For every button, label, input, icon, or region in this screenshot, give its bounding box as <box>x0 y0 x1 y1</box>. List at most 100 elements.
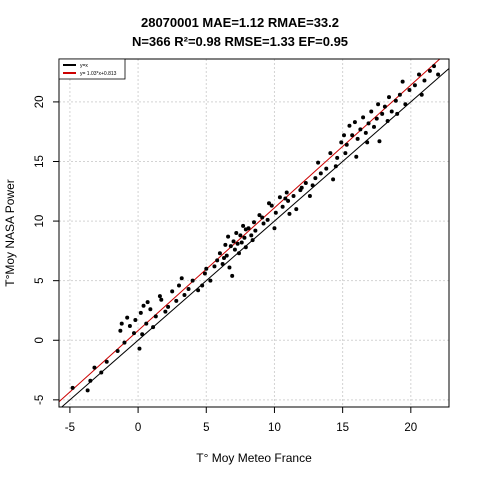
data-point <box>372 124 376 129</box>
data-point <box>358 127 363 132</box>
y-tick-label: 20 <box>34 96 46 109</box>
data-point <box>242 235 247 240</box>
data-point <box>352 120 357 125</box>
data-point <box>407 87 412 92</box>
data-point <box>118 328 123 333</box>
data-point <box>208 278 213 283</box>
data-point <box>119 321 124 326</box>
data-point <box>291 194 296 199</box>
data-point <box>144 321 149 326</box>
data-point <box>224 253 229 258</box>
data-point <box>234 231 239 235</box>
data-point <box>318 171 323 176</box>
data-point <box>427 68 432 73</box>
data-point <box>313 176 318 181</box>
data-point <box>179 276 184 281</box>
data-point <box>333 164 338 169</box>
identity-line <box>61 68 450 408</box>
y-tick-label: 15 <box>34 155 46 168</box>
data-point <box>417 72 421 77</box>
data-point <box>387 95 391 100</box>
data-point <box>363 130 368 135</box>
data-point <box>231 239 236 244</box>
data-point <box>163 309 168 314</box>
chart-title-line1: 28070001 MAE=1.12 RMAE=33.2 <box>141 15 339 30</box>
data-point <box>343 151 348 156</box>
data-point <box>257 213 262 218</box>
data-point <box>228 244 233 249</box>
data-point <box>269 203 274 208</box>
x-tick-label: -5 <box>65 422 75 434</box>
data-point <box>220 261 225 266</box>
data-point <box>148 307 153 312</box>
data-point <box>347 123 352 128</box>
data-point <box>339 140 344 145</box>
data-point <box>369 109 374 114</box>
data-point <box>307 194 312 199</box>
data-point <box>133 318 138 322</box>
data-point <box>204 266 209 271</box>
legend-label-regression: y= 1.03*x+0.813 <box>80 71 117 77</box>
data-point <box>232 247 237 252</box>
data-point <box>260 215 265 220</box>
data-point <box>252 220 256 225</box>
data-point <box>377 139 382 144</box>
reference-lines <box>58 58 450 408</box>
data-point <box>422 78 427 83</box>
data-point <box>328 151 333 156</box>
data-point <box>350 133 355 138</box>
data-point <box>374 116 379 121</box>
data-point <box>88 378 93 383</box>
plot-frame <box>58 58 450 408</box>
data-point <box>243 227 248 232</box>
data-point <box>166 304 171 309</box>
data-point <box>419 92 424 97</box>
data-point <box>395 111 400 116</box>
data-point <box>92 365 97 370</box>
data-point <box>212 264 217 269</box>
data-point <box>127 323 132 328</box>
data-point <box>182 292 187 297</box>
data-point <box>243 245 248 250</box>
data-points <box>70 64 441 393</box>
data-point <box>141 303 146 308</box>
data-point <box>354 154 359 159</box>
data-point <box>393 98 398 103</box>
data-point <box>249 233 254 238</box>
data-point <box>344 142 349 147</box>
data-point <box>250 238 255 243</box>
data-point <box>235 241 240 246</box>
y-tick-label: 10 <box>34 215 46 228</box>
data-point <box>226 234 231 239</box>
data-point <box>174 298 179 303</box>
x-tick-label: 20 <box>404 422 417 434</box>
data-point <box>376 102 381 107</box>
data-point <box>324 166 329 171</box>
data-point <box>365 140 370 145</box>
data-point <box>153 314 158 319</box>
data-point <box>280 204 285 209</box>
x-tick-label: 10 <box>268 422 281 434</box>
data-point <box>286 198 291 203</box>
y-axis: -5 0 5 10 15 20 <box>34 96 59 405</box>
data-point <box>261 221 266 226</box>
data-point <box>283 196 288 201</box>
data-point <box>277 195 282 200</box>
data-point <box>239 240 244 245</box>
data-point <box>299 185 304 190</box>
data-point <box>284 190 289 195</box>
y-tick-label: -5 <box>34 395 46 405</box>
data-point <box>202 271 207 276</box>
data-point <box>397 92 402 97</box>
data-point <box>196 288 201 293</box>
data-point <box>366 121 371 126</box>
data-point <box>230 273 235 278</box>
regression-line <box>58 58 441 403</box>
legend-label-identity: y=x <box>80 63 88 69</box>
data-point <box>200 283 205 288</box>
data-point <box>267 201 271 206</box>
data-point <box>287 211 292 216</box>
x-tick-label: 5 <box>203 422 209 434</box>
data-point <box>436 72 441 77</box>
data-point <box>177 283 181 288</box>
